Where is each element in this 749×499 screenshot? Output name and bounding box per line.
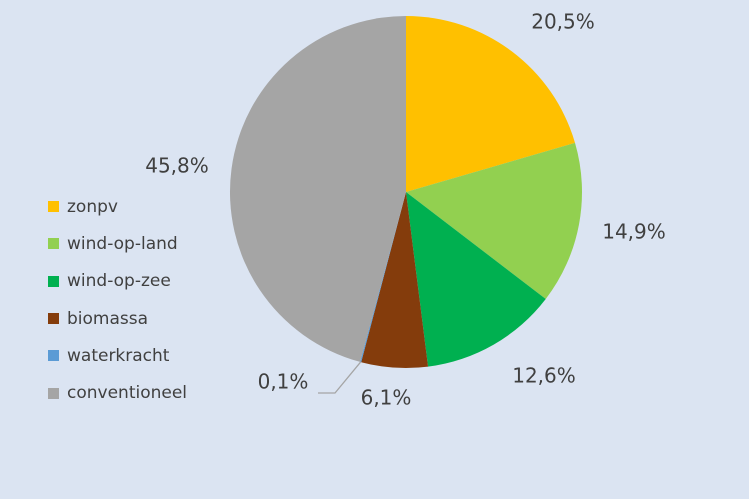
legend-item-wind-op-zee: wind-op-zee — [48, 263, 187, 300]
legend-item-wind-op-land: wind-op-land — [48, 225, 187, 262]
legend-swatch-wind-op-zee — [48, 275, 59, 287]
pie-slice-biomassa — [361, 192, 429, 368]
data-label-wind-op-land: 14,9% — [602, 220, 666, 244]
legend-label-waterkracht: waterkracht — [67, 345, 170, 366]
legend-label-biomassa: biomassa — [67, 308, 149, 329]
data-label-wind-op-zee: 12,6% — [512, 364, 576, 388]
legend-label-zonpv: zonpv — [67, 196, 118, 217]
data-label-conventioneel: 45,8% — [145, 154, 209, 178]
legend-item-biomassa: biomassa — [48, 300, 187, 337]
legend-item-zonpv: zonpv — [48, 188, 187, 225]
pie-slice-wind-op-land — [406, 142, 582, 299]
pie-slice-zonpv — [406, 16, 576, 192]
pie-slice-conventioneel — [229, 15, 406, 362]
pie-slice-waterkracht — [360, 192, 406, 363]
legend-label-wind-op-land: wind-op-land — [67, 233, 178, 254]
leader-line-waterkracht — [318, 361, 362, 394]
data-label-zonpv: 20,5% — [531, 10, 595, 34]
legend-item-conventioneel: conventioneel — [48, 374, 187, 411]
legend-label-wind-op-zee: wind-op-zee — [67, 271, 171, 292]
legend-swatch-wind-op-land — [48, 238, 59, 250]
legend-swatch-waterkracht — [48, 350, 59, 362]
data-label-biomassa: 6,1% — [361, 386, 412, 410]
legend-swatch-biomassa — [48, 313, 59, 325]
legend-item-waterkracht: waterkracht — [48, 337, 187, 374]
pie-slice-wind-op-zee — [406, 192, 546, 367]
data-label-waterkracht: 0,1% — [258, 370, 309, 394]
legend-swatch-conventioneel — [48, 387, 59, 399]
legend: zonpv wind-op-land wind-op-zee biomassa … — [48, 188, 187, 412]
legend-swatch-zonpv — [48, 201, 59, 213]
legend-label-conventioneel: conventioneel — [67, 383, 188, 404]
